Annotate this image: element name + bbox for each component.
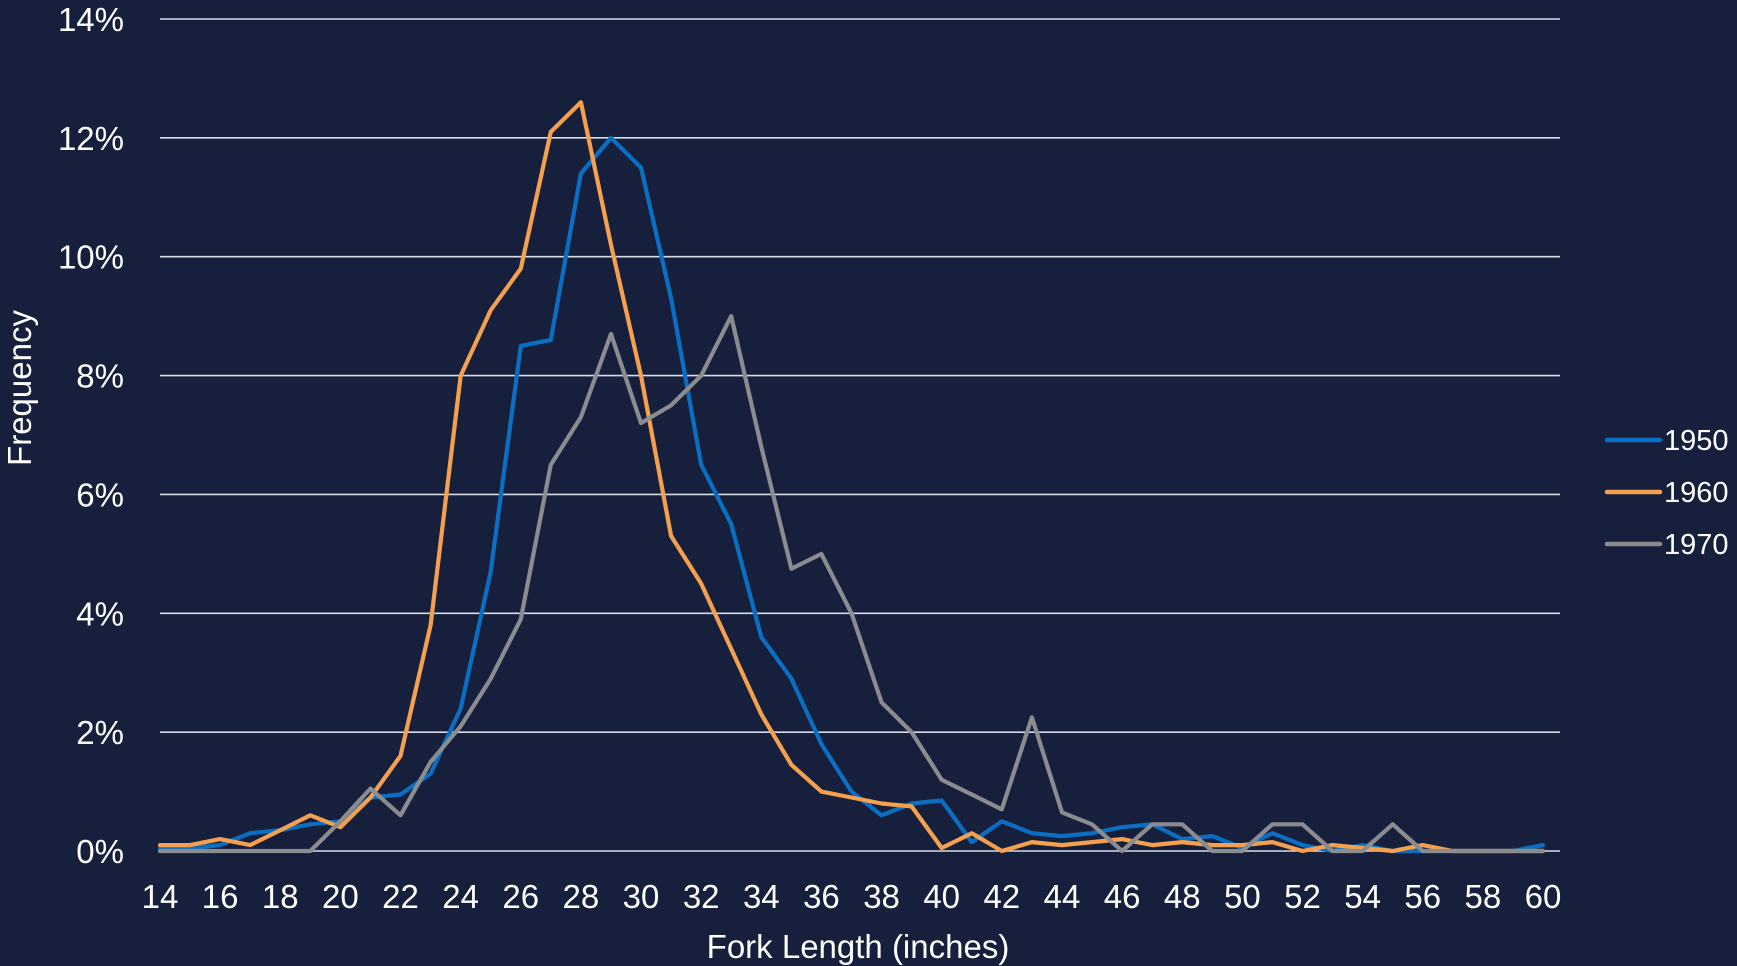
x-tick-label-14: 14 xyxy=(142,878,179,915)
x-tick-label-32: 32 xyxy=(683,878,720,915)
x-tick-label-58: 58 xyxy=(1465,878,1502,915)
y-tick-label-8: 8% xyxy=(76,358,124,395)
x-tick-label-48: 48 xyxy=(1164,878,1201,915)
x-tick-label-54: 54 xyxy=(1344,878,1381,915)
x-tick-label-34: 34 xyxy=(743,878,780,915)
x-axis-title: Fork Length (inches) xyxy=(707,928,1010,965)
y-tick-label-12: 12% xyxy=(58,120,124,157)
x-tick-label-60: 60 xyxy=(1525,878,1562,915)
y-tick-label-0: 0% xyxy=(76,833,124,870)
x-tick-label-30: 30 xyxy=(623,878,660,915)
y-tick-label-4: 4% xyxy=(76,595,124,632)
x-tick-label-46: 46 xyxy=(1104,878,1141,915)
x-tick-label-28: 28 xyxy=(563,878,600,915)
x-tick-label-40: 40 xyxy=(923,878,960,915)
y-tick-label-6: 6% xyxy=(76,476,124,513)
y-tick-label-2: 2% xyxy=(76,714,124,751)
legend-label-1950: 1950 xyxy=(1664,425,1729,457)
series-line-1970 xyxy=(157,314,1546,854)
x-tick-label-18: 18 xyxy=(262,878,299,915)
x-tick-label-24: 24 xyxy=(442,878,479,915)
x-tick-label-36: 36 xyxy=(803,878,840,915)
y-axis-tick-labels: 0% 2% 4% 6% 8% 10% 12% 14% xyxy=(58,1,124,870)
x-tick-label-26: 26 xyxy=(502,878,539,915)
x-axis-tick-labels: 14 16 18 20 22 24 26 28 30 32 34 36 38 40 42 44 46 48 50 52… xyxy=(142,878,1562,915)
x-tick-label-50: 50 xyxy=(1224,878,1261,915)
x-tick-label-22: 22 xyxy=(382,878,419,915)
y-tick-label-14: 14% xyxy=(58,1,124,38)
gridlines xyxy=(160,18,1560,852)
x-tick-label-52: 52 xyxy=(1284,878,1321,915)
x-tick-label-44: 44 xyxy=(1044,878,1081,915)
x-tick-label-20: 20 xyxy=(322,878,359,915)
x-tick-label-38: 38 xyxy=(863,878,900,915)
x-tick-label-16: 16 xyxy=(202,878,239,915)
legend: 1950 1960 1970 xyxy=(1604,425,1729,561)
y-tick-label-10: 10% xyxy=(58,239,124,276)
y-axis-title: Frequency xyxy=(1,310,38,466)
x-tick-label-42: 42 xyxy=(983,878,1020,915)
legend-label-1960: 1960 xyxy=(1664,477,1729,509)
series-lines xyxy=(157,100,1546,854)
series-line-1960 xyxy=(157,100,1546,854)
x-tick-label-56: 56 xyxy=(1404,878,1441,915)
legend-label-1970: 1970 xyxy=(1664,529,1729,561)
